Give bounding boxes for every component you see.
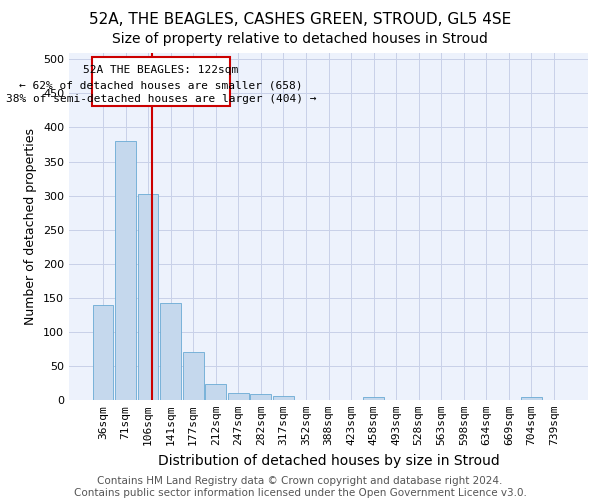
Bar — [115, 141, 136, 400]
Bar — [183, 352, 203, 400]
Text: 52A THE BEAGLES: 122sqm: 52A THE BEAGLES: 122sqm — [83, 66, 239, 76]
Bar — [137, 194, 158, 400]
FancyBboxPatch shape — [92, 56, 230, 106]
Text: Contains HM Land Registry data © Crown copyright and database right 2024.
Contai: Contains HM Land Registry data © Crown c… — [74, 476, 526, 498]
Text: ← 62% of detached houses are smaller (658): ← 62% of detached houses are smaller (65… — [19, 80, 302, 90]
Bar — [205, 384, 226, 400]
Text: 52A, THE BEAGLES, CASHES GREEN, STROUD, GL5 4SE: 52A, THE BEAGLES, CASHES GREEN, STROUD, … — [89, 12, 511, 28]
Bar — [521, 396, 542, 400]
Text: Size of property relative to detached houses in Stroud: Size of property relative to detached ho… — [112, 32, 488, 46]
Y-axis label: Number of detached properties: Number of detached properties — [25, 128, 37, 325]
Bar — [92, 304, 113, 400]
Bar — [228, 393, 248, 400]
Bar — [160, 303, 181, 400]
Bar — [273, 396, 294, 400]
X-axis label: Distribution of detached houses by size in Stroud: Distribution of detached houses by size … — [158, 454, 499, 468]
Text: 38% of semi-detached houses are larger (404) →: 38% of semi-detached houses are larger (… — [5, 94, 316, 104]
Bar — [363, 396, 384, 400]
Bar — [250, 394, 271, 400]
